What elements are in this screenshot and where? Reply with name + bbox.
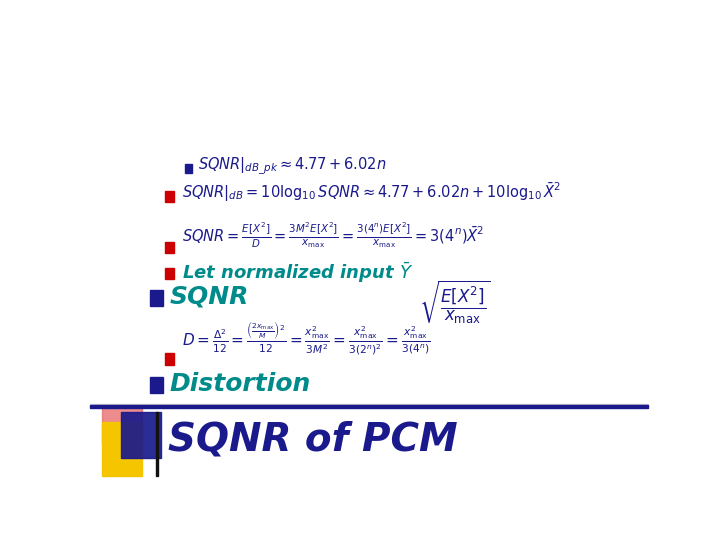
Text: Distortion: Distortion	[169, 372, 310, 396]
Bar	[150, 290, 163, 306]
Bar	[166, 268, 174, 279]
Bar	[185, 164, 192, 173]
Text: SQNR: SQNR	[169, 285, 248, 309]
Text: $D = \frac{\Delta^2}{12} = \frac{\left(\frac{2x_{\mathrm{max}}}{M}\right)^2}{12}: $D = \frac{\Delta^2}{12} = \frac{\left(\…	[182, 321, 431, 358]
Bar	[90, 406, 648, 408]
Text: $SQNR|_{dB\_pk} \approx 4.77 + 6.02n$: $SQNR|_{dB\_pk} \approx 4.77 + 6.02n$	[198, 156, 387, 177]
Bar	[121, 412, 161, 458]
Text: $SQNR = \frac{E[X^2]}{D} = \frac{3M^2 E[X^2]}{x_{\mathrm{max}}} = \frac{3(4^n)E[: $SQNR = \frac{E[X^2]}{D} = \frac{3M^2 E[…	[182, 221, 485, 250]
Bar	[90, 404, 648, 406]
Bar	[102, 422, 143, 476]
Bar	[102, 406, 143, 443]
Bar	[156, 412, 158, 476]
Text: $\sqrt{\dfrac{E[X^2]}{x_{\mathrm{max}}}}$: $\sqrt{\dfrac{E[X^2]}{x_{\mathrm{max}}}}…	[419, 279, 490, 326]
Bar	[150, 377, 163, 393]
Text: $SQNR|_{dB} = 10\log_{10} SQNR \approx 4.77 + 6.02n + 10\log_{10} \bar{X}^2$: $SQNR|_{dB} = 10\log_{10} SQNR \approx 4…	[182, 181, 561, 204]
Bar	[166, 353, 174, 365]
Text: SQNR of PCM: SQNR of PCM	[168, 420, 458, 458]
Bar	[166, 191, 174, 202]
Bar	[166, 242, 174, 253]
Text: Let normalized input $\bar{Y}$: Let normalized input $\bar{Y}$	[182, 260, 413, 285]
